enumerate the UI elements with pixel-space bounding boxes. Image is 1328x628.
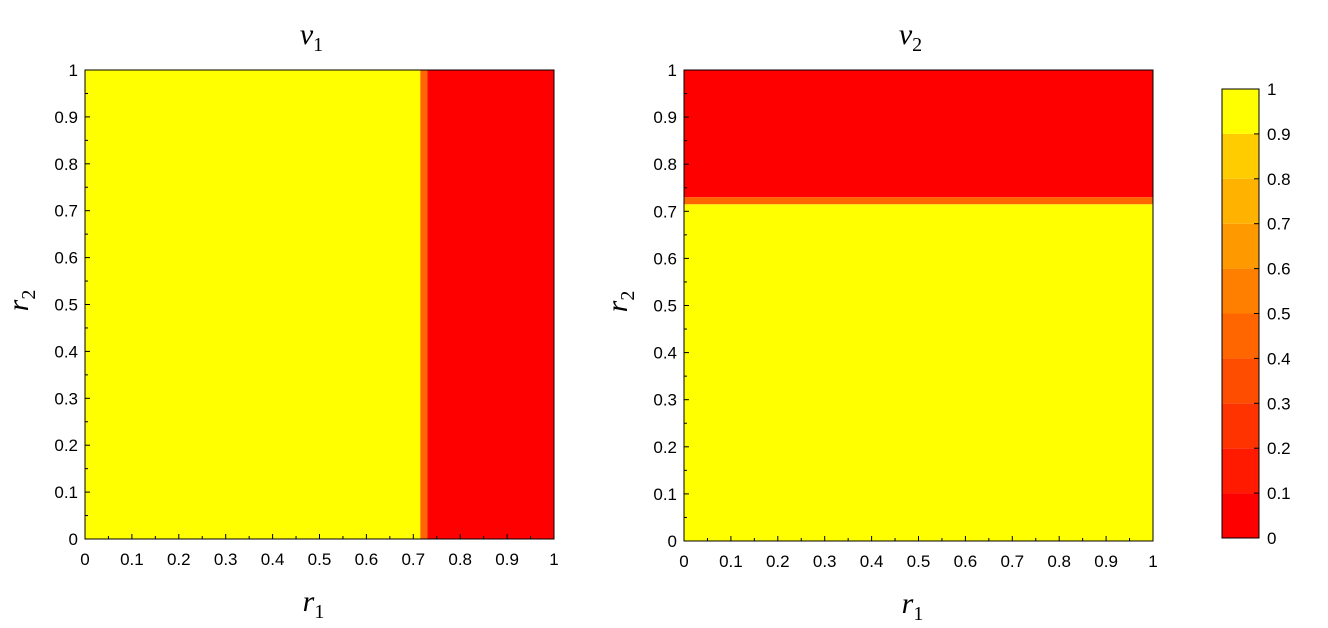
heatmap-regions [684, 70, 1153, 542]
chart-title-sub: 2 [912, 34, 922, 56]
y-axis-label-sub: 2 [18, 290, 40, 300]
x-tick-label: 0.1 [719, 552, 743, 571]
x-tick-label: 0.9 [1094, 552, 1118, 571]
colorbar-tick-label: 0.3 [1267, 394, 1291, 413]
y-tick-label: 0.7 [54, 202, 78, 221]
y-tick-label: 0.5 [653, 297, 677, 316]
x-axis-label-main: r [902, 587, 914, 620]
chart-title-main: v [899, 18, 913, 51]
x-tick-label: 0.6 [355, 550, 379, 569]
heatmap-region-0 [85, 70, 421, 539]
x-tick-label: 0.3 [214, 550, 238, 569]
heatmap-panel-v1: 0 0.1 0.2 0.3 0.4 0.5 0.6 0.7 0.8 0.9 1 0 0.1 0.2 0.3 0… [2, 18, 559, 623]
heatmap-regions [85, 70, 554, 539]
heatmap-region-2 [427, 70, 554, 539]
x-tick-label: 0.4 [860, 552, 884, 571]
x-tick-label: 0.5 [308, 550, 332, 569]
chart-title: v2 [899, 18, 922, 56]
chart-title-main: v [300, 18, 314, 51]
heatmap-region-1 [684, 197, 1153, 205]
x-tick-label: 0.6 [954, 552, 978, 571]
x-axis-label: r1 [902, 587, 924, 625]
y-tick-label: 0.2 [54, 436, 78, 455]
axis-ticks: 0 0.1 0.2 0.3 0.4 0.5 0.6 0.7 0.8 0.9 1 0 0.1 0.2 0.3 0… [54, 61, 558, 569]
colorbar-band-9 [1222, 89, 1259, 134]
x-tick-label: 0.4 [261, 550, 285, 569]
colorbar-bands [1222, 89, 1259, 538]
colorbar-band-6 [1222, 223, 1259, 269]
y-axis-label-main: r [601, 300, 634, 312]
x-tick-label: 0.7 [1000, 552, 1024, 571]
colorbar-tick-label: 0.1 [1267, 484, 1291, 503]
y-tick-label: 0.3 [653, 391, 677, 410]
colorbar-band-4 [1222, 313, 1259, 359]
x-tick-label: 1 [549, 550, 558, 569]
y-tick-label: 0.2 [653, 438, 677, 457]
y-tick-label: 1 [69, 61, 78, 80]
x-axis-label-sub: 1 [314, 601, 324, 623]
x-tick-label: 0.5 [907, 552, 931, 571]
x-tick-label: 0 [80, 550, 89, 569]
heatmap-panel-v2: 0 0.1 0.2 0.3 0.4 0.5 0.6 0.7 0.8 0.9 1 0 0.1 0.2 0.3 0… [601, 18, 1158, 625]
y-tick-label: 0.1 [54, 483, 78, 502]
y-tick-label: 0.6 [653, 249, 677, 268]
colorbar-band-1 [1222, 448, 1259, 494]
heatmap-region-2 [684, 70, 1153, 198]
y-tick-label: 0.9 [54, 108, 78, 127]
y-tick-label: 0.6 [54, 249, 78, 268]
y-tick-label: 0.3 [54, 389, 78, 408]
x-tick-label: 0.9 [495, 550, 519, 569]
colorbar-tick-label: 0.8 [1267, 170, 1291, 189]
y-tick-label: 0.4 [653, 344, 677, 363]
colorbar-tick-label: 0.6 [1267, 260, 1291, 279]
x-tick-label: 1 [1148, 552, 1157, 571]
x-tick-label: 0.2 [167, 550, 191, 569]
y-axis-label-sub: 2 [617, 291, 639, 301]
colorbar-ticks: 0 0.1 0.2 0.3 0.4 0.5 0.6 0.7 0.8 0.9 1 [1254, 80, 1291, 548]
x-tick-label: 0.8 [448, 550, 472, 569]
y-tick-label: 0.4 [54, 342, 78, 361]
x-axis-label-sub: 1 [913, 603, 923, 625]
y-axis-label: r2 [2, 290, 40, 312]
colorbar-tick-label: 1 [1267, 80, 1276, 99]
y-axis-label: r2 [601, 291, 639, 313]
y-tick-label: 0 [69, 530, 78, 549]
y-tick-label: 0 [668, 532, 677, 551]
y-axis-label-main: r [2, 299, 35, 311]
colorbar-tick-label: 0.7 [1267, 215, 1291, 234]
heatmap-region-0 [684, 204, 1153, 542]
x-tick-label: 0.2 [766, 552, 790, 571]
chart-title-sub: 1 [313, 34, 323, 56]
colorbar-tick-label: 0.4 [1267, 349, 1291, 368]
axis-ticks: 0 0.1 0.2 0.3 0.4 0.5 0.6 0.7 0.8 0.9 1 0 0.1 0.2 0.3 0… [653, 61, 1157, 571]
colorbar-band-5 [1222, 268, 1259, 314]
x-axis-label-main: r [303, 585, 315, 618]
y-tick-label: 0.5 [54, 296, 78, 315]
x-tick-label: 0.1 [120, 550, 144, 569]
x-axis-label: r1 [303, 585, 325, 623]
y-tick-label: 0.7 [653, 202, 677, 221]
colorbar-tick-label: 0 [1267, 529, 1276, 548]
x-tick-label: 0 [679, 552, 688, 571]
colorbar: 0 0.1 0.2 0.3 0.4 0.5 0.6 0.7 0.8 0.9 1 [1221, 80, 1291, 548]
x-tick-label: 0.8 [1047, 552, 1071, 571]
colorbar-band-3 [1222, 358, 1259, 404]
y-tick-label: 0.8 [54, 155, 78, 174]
heatmap-region-1 [420, 70, 428, 539]
colorbar-band-0 [1222, 493, 1259, 538]
x-tick-label: 0.3 [813, 552, 837, 571]
colorbar-band-2 [1222, 403, 1259, 449]
x-tick-label: 0.7 [401, 550, 425, 569]
colorbar-band-8 [1222, 133, 1259, 179]
y-tick-label: 0.1 [653, 485, 677, 504]
chart-title: v1 [300, 18, 323, 56]
colorbar-tick-label: 0.9 [1267, 125, 1291, 144]
y-tick-label: 1 [668, 61, 677, 80]
colorbar-tick-label: 0.5 [1267, 305, 1291, 324]
y-tick-label: 0.9 [653, 108, 677, 127]
y-tick-label: 0.8 [653, 155, 677, 174]
colorbar-band-7 [1222, 178, 1259, 224]
colorbar-tick-label: 0.2 [1267, 439, 1291, 458]
